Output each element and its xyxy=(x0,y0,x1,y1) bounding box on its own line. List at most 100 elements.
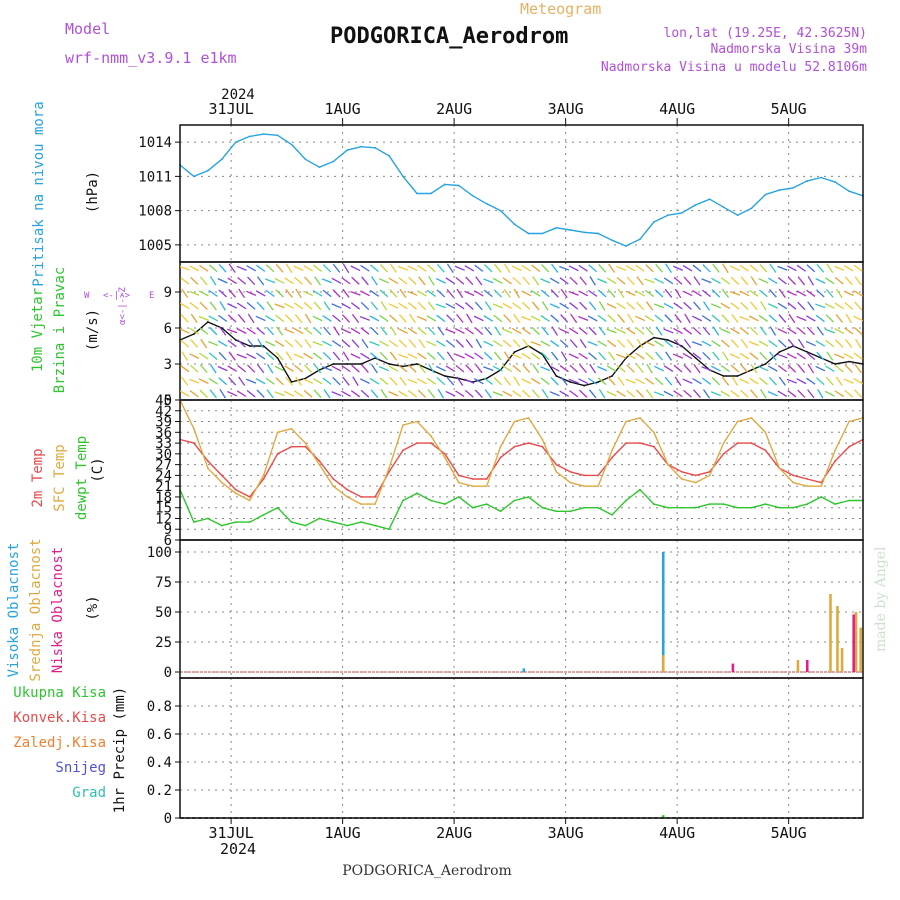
pressure-ytick-label: 1008 xyxy=(138,204,172,220)
wind-arrow xyxy=(730,364,740,373)
wind-arrow xyxy=(388,277,399,285)
wind-arrow xyxy=(760,388,767,399)
temp-data-point xyxy=(597,474,600,477)
wind-arrow xyxy=(749,352,759,360)
wind-arrow xyxy=(635,378,645,385)
wind-arrow xyxy=(256,276,265,286)
wind-arrow xyxy=(835,376,843,386)
wind-arrow xyxy=(758,340,769,347)
wind-arrow xyxy=(540,340,551,347)
temp-data-point xyxy=(457,474,460,477)
temp-data-point xyxy=(332,478,335,480)
pressure-data-point xyxy=(193,175,195,178)
wind-arrow xyxy=(416,315,427,322)
wind-arrow xyxy=(483,278,494,284)
wind-arrow xyxy=(180,328,190,334)
temp-data-point xyxy=(569,510,572,513)
wind-arrow xyxy=(266,363,274,374)
wind-arrow xyxy=(502,365,512,373)
wind-arrow xyxy=(350,265,361,272)
wind-arrow xyxy=(786,265,797,272)
wind-arrow xyxy=(636,276,644,286)
wind-arrow xyxy=(616,364,626,373)
wind-arrow xyxy=(778,314,787,323)
wind-arrow xyxy=(199,327,209,335)
wind-arrow xyxy=(209,276,217,286)
wind-arrow xyxy=(407,290,418,296)
wind-arrow xyxy=(787,302,797,310)
chart-panels: 1005100810111014036969121518212427303336… xyxy=(138,124,864,827)
wind-arrow xyxy=(274,303,285,309)
wind-arrow xyxy=(341,390,351,397)
wind-arrow xyxy=(427,326,436,336)
wind-arrow xyxy=(598,263,607,273)
temp-data-point xyxy=(206,467,209,470)
cloud-ytick-label: 0 xyxy=(164,665,172,681)
wind-arrow xyxy=(616,328,627,334)
wind-arrow xyxy=(540,278,551,284)
wind-arrow xyxy=(397,265,409,271)
wind-arrow xyxy=(218,289,227,298)
wind-arrow xyxy=(208,289,218,297)
bottom-day-label: 31JUL xyxy=(209,824,254,842)
wind-arrow xyxy=(683,276,692,286)
wind-data-point xyxy=(193,333,195,335)
wind-arrow xyxy=(786,290,797,296)
wind-arrow xyxy=(464,327,474,335)
wind-arrow xyxy=(293,353,304,359)
wind-arrow xyxy=(673,276,683,285)
wind-arrow xyxy=(855,338,862,349)
wind-arrow xyxy=(218,377,228,386)
cloud-bar xyxy=(852,614,856,672)
wind-arrow xyxy=(284,365,294,373)
temp-ytick-label: 12 xyxy=(155,511,172,527)
pressure-data-point xyxy=(332,160,335,163)
wind-arrow xyxy=(806,352,816,361)
wind-arrow xyxy=(521,378,532,384)
wind-arrow xyxy=(625,378,636,384)
wind-arrow xyxy=(521,290,532,297)
wind-arrow xyxy=(503,288,511,298)
cloud-bar xyxy=(661,552,665,672)
wind-arrow xyxy=(303,389,313,398)
temp-data-point xyxy=(332,485,335,488)
wind-arrow xyxy=(217,365,228,372)
wind-arrow xyxy=(549,391,560,397)
compass-ns: α<-|->Z xyxy=(118,286,128,325)
wind-arrow xyxy=(579,301,588,311)
altitude-text: Nadmorska Visina 39m xyxy=(710,42,867,57)
wind-arrow xyxy=(683,364,692,373)
temp-unit: (C) xyxy=(90,457,106,482)
top-day-label: 31JUL xyxy=(209,100,254,118)
temp-data-point xyxy=(276,452,279,455)
wind-arrow xyxy=(264,278,276,284)
wind-arrow xyxy=(703,301,710,311)
wind-arrow xyxy=(397,328,408,334)
wind-arrow xyxy=(351,276,360,285)
wind-arrow xyxy=(541,301,549,311)
wind-arrow xyxy=(824,390,835,397)
wind-arrow xyxy=(665,263,672,274)
wind-arrow xyxy=(739,378,750,385)
wind-arrow xyxy=(568,290,579,296)
pressure-data-point xyxy=(499,209,502,212)
wind-arrow xyxy=(540,377,550,385)
wind-arrow xyxy=(502,328,513,334)
temp-ytick-label: 24 xyxy=(155,468,172,484)
wind-arrow xyxy=(541,326,550,336)
temp-data-point xyxy=(416,492,418,495)
wind-ytick-label: 3 xyxy=(164,357,172,373)
wind-arrow xyxy=(645,289,655,298)
wind-arrow xyxy=(674,313,682,323)
wind-arrow xyxy=(532,363,540,374)
wind-arrow xyxy=(701,366,712,372)
wind-arrow xyxy=(398,302,408,310)
temp-ytick-label: 6 xyxy=(164,533,172,549)
wind-arrow xyxy=(673,327,683,335)
lonlat-text: lon,lat (19.25E, 42.3625N) xyxy=(664,26,868,41)
wind-arrow xyxy=(475,338,483,349)
wind-arrow xyxy=(589,363,597,374)
wind-arrow xyxy=(569,276,578,285)
wind-arrow xyxy=(322,351,332,361)
wind-arrow xyxy=(711,340,721,348)
